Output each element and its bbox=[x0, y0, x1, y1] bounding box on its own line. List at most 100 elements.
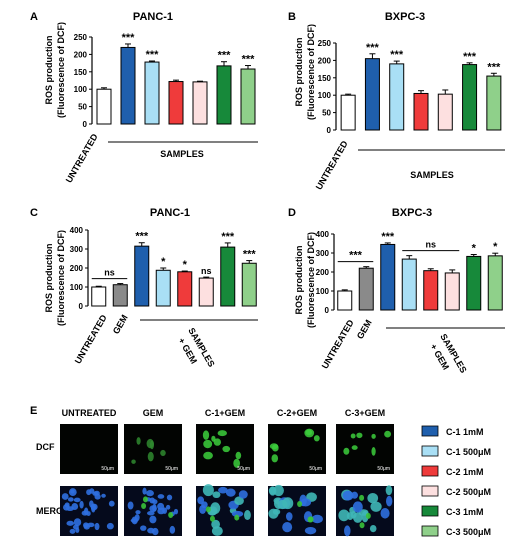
micro-nucleus bbox=[369, 524, 377, 533]
panel-b-y-tick-label: 150 bbox=[318, 74, 332, 83]
panel-c: C PANC-1 ROS production (Fluorescence of… bbox=[30, 207, 258, 369]
panel-d-bar bbox=[358, 267, 374, 311]
panel-b-significance: *** bbox=[390, 49, 404, 61]
panel-b-bar bbox=[486, 75, 502, 131]
micro-column-label: C-2+GEM bbox=[277, 408, 317, 418]
legend-label: C-2 500μM bbox=[446, 487, 491, 497]
panel-b-bar bbox=[437, 93, 453, 131]
micro-nucleus bbox=[285, 512, 293, 521]
panel-c-ylabel-line1: ROS production bbox=[44, 244, 54, 313]
micro-nucleus bbox=[92, 491, 99, 496]
legend-label: C-3 500μM bbox=[446, 527, 491, 537]
panel-a-bar bbox=[144, 61, 160, 125]
micro-green-cell bbox=[297, 501, 303, 508]
micro-green-cell bbox=[131, 459, 136, 464]
panel-a-significance: *** bbox=[122, 32, 136, 44]
micro-nucleus bbox=[131, 516, 138, 525]
micro-nucleus bbox=[244, 509, 251, 521]
panel-b-y-tick-label: 50 bbox=[322, 109, 331, 118]
micro-green-cell bbox=[211, 435, 216, 442]
micro-nucleus bbox=[94, 522, 100, 531]
panel-a-y-tick-label: 250 bbox=[74, 33, 88, 42]
micro-nucleus bbox=[218, 486, 228, 494]
micro-green-cell bbox=[384, 430, 392, 438]
micro-column-label: C-1+GEM bbox=[205, 408, 245, 418]
panel-c-bar bbox=[112, 284, 128, 307]
micro-nucleus bbox=[380, 507, 390, 519]
micro-nucleus bbox=[277, 499, 288, 510]
panel-d-significance: *** bbox=[381, 231, 395, 243]
micro-nucleus bbox=[212, 491, 221, 499]
panel-d-ylabel-line1: ROS production bbox=[294, 246, 304, 315]
panel-a-bar bbox=[240, 68, 256, 125]
panel-d-significance: * bbox=[493, 241, 498, 253]
panel-a-y-tick-label: 0 bbox=[83, 120, 88, 129]
micro-nucleus bbox=[166, 494, 173, 501]
panel-a-bar bbox=[120, 46, 136, 125]
micro-green-cell bbox=[371, 447, 376, 456]
panel-b-bar bbox=[389, 63, 405, 131]
micro-green-cell bbox=[343, 447, 350, 455]
micro-nucleus bbox=[69, 528, 76, 534]
micro-nucleus bbox=[162, 507, 168, 514]
micro-nucleus bbox=[135, 510, 141, 515]
micro-nucleus bbox=[81, 510, 89, 516]
micro-nucleus bbox=[211, 519, 221, 529]
micro-nucleus bbox=[108, 500, 115, 507]
panel-c-bar bbox=[134, 245, 150, 307]
micro-nucleus bbox=[87, 522, 95, 528]
panel-c-bar bbox=[177, 271, 193, 307]
panel-b-ylabel-line2: (Fluorescence of DCF) bbox=[306, 24, 316, 120]
micro-nucleus bbox=[338, 509, 350, 522]
micro-nucleus bbox=[367, 493, 379, 504]
micro-green-cell bbox=[365, 512, 371, 519]
panel-b-bar bbox=[364, 58, 380, 131]
micro-nucleus bbox=[142, 487, 147, 495]
micro-green-cell bbox=[160, 449, 166, 457]
panel-b-y-tick-label: 100 bbox=[318, 91, 332, 100]
panel-c-bar bbox=[241, 262, 257, 307]
micro-dcf-image bbox=[60, 424, 118, 474]
panel-a-xlabel-untreated: UNTREATED bbox=[64, 132, 100, 185]
micro-green-cell bbox=[304, 428, 315, 438]
panel-c-y-tick-label: 400 bbox=[70, 226, 84, 235]
micro-nucleus bbox=[238, 490, 248, 499]
panel-d-y-tick-label: 100 bbox=[316, 287, 330, 296]
micro-green-cell bbox=[235, 451, 242, 460]
panel-d-bar bbox=[380, 243, 396, 311]
micro-column-label: UNTREATED bbox=[62, 408, 117, 418]
micro-nucleus bbox=[86, 489, 92, 496]
legend-swatch bbox=[421, 425, 439, 437]
micro-nucleus bbox=[66, 520, 75, 526]
micro-nucleus bbox=[273, 484, 284, 497]
micro-nucleus bbox=[71, 503, 79, 511]
legend-swatch bbox=[421, 445, 439, 457]
micro-nucleus bbox=[157, 502, 165, 511]
micro-nucleus bbox=[157, 494, 165, 499]
micro-nucleus bbox=[146, 490, 154, 497]
panel-d-letter: D bbox=[288, 207, 296, 219]
panel-c-bar bbox=[198, 277, 214, 307]
legend-swatch bbox=[421, 465, 439, 477]
panel-d-bar bbox=[466, 255, 482, 311]
panel-d-y-tick-label: 200 bbox=[316, 268, 330, 277]
micro-green-cell bbox=[146, 438, 154, 449]
panel-a-bar bbox=[168, 81, 184, 125]
micro-nucleus bbox=[165, 504, 171, 510]
panel-c-significance: * bbox=[183, 259, 188, 271]
micro-nucleus bbox=[202, 484, 214, 497]
micro-scale-label: 50μm bbox=[165, 466, 178, 472]
micro-nucleus bbox=[269, 486, 277, 496]
micro-green-cell bbox=[141, 502, 147, 509]
panel-d-y-tick-label: 400 bbox=[316, 230, 330, 239]
micro-green-cell bbox=[371, 433, 376, 439]
panel-a-y-tick-label: 100 bbox=[74, 85, 88, 94]
panel-b-y-tick-label: 250 bbox=[318, 39, 332, 48]
micro-green-cell bbox=[142, 496, 148, 503]
micro-scale-label: 50μm bbox=[237, 466, 250, 472]
micro-dcf-image bbox=[124, 424, 182, 474]
micro-green-cell bbox=[351, 445, 358, 450]
micro-nucleus bbox=[234, 496, 244, 506]
micro-nucleus bbox=[79, 500, 84, 509]
micro-nucleus bbox=[282, 521, 293, 533]
